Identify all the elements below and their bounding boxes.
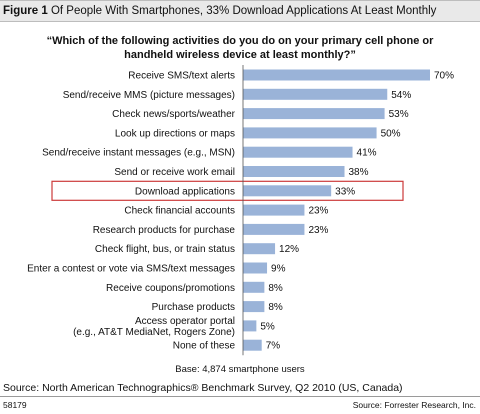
category-label: Check news/sports/weather bbox=[112, 109, 236, 120]
bar-13 bbox=[243, 301, 265, 313]
category-label: Download applications bbox=[135, 186, 235, 197]
base-note: Base: 4,874 smartphone users bbox=[175, 364, 305, 375]
bar-12 bbox=[243, 281, 265, 293]
value-label: 8% bbox=[268, 302, 283, 313]
category-label: Send/receive MMS (picture messages) bbox=[63, 90, 235, 101]
value-label: 38% bbox=[349, 167, 369, 178]
category-label: Look up directions or maps bbox=[115, 128, 235, 139]
bar-14 bbox=[243, 320, 257, 332]
survey-question: “Which of the following activities do yo… bbox=[46, 35, 434, 61]
footer-rule bbox=[0, 396, 480, 397]
category-label: Receive SMS/text alerts bbox=[128, 71, 235, 82]
category-label: Purchase products bbox=[152, 302, 235, 313]
bar-1 bbox=[243, 69, 430, 81]
value-label: 53% bbox=[389, 109, 409, 120]
category-label: Research products for purchase bbox=[93, 225, 236, 236]
category-label: Send/receive instant messages (e.g., MSN… bbox=[42, 148, 235, 159]
bar-3 bbox=[243, 108, 385, 120]
value-label: 33% bbox=[335, 186, 355, 197]
figure-title: Of People With Smartphones, 33% Download… bbox=[50, 5, 437, 17]
bar-7 bbox=[243, 185, 332, 197]
value-label: 70% bbox=[434, 71, 454, 82]
bar-8 bbox=[243, 204, 305, 216]
bar-9 bbox=[243, 223, 305, 235]
bar-10 bbox=[243, 243, 276, 255]
category-label: Enter a contest or vote via SMS/text mes… bbox=[27, 264, 235, 275]
bar-11 bbox=[243, 262, 268, 274]
category-label: Access operator portal (e.g., AT&T MediaN… bbox=[73, 316, 235, 338]
value-label: 23% bbox=[308, 206, 328, 217]
value-label: 23% bbox=[308, 225, 328, 236]
category-label: Send or receive work email bbox=[114, 167, 235, 178]
bar-15 bbox=[243, 339, 262, 351]
value-label: 41% bbox=[357, 148, 377, 159]
publisher-credit: Source: Forrester Research, Inc. bbox=[352, 400, 476, 410]
value-label: 5% bbox=[260, 321, 275, 332]
category-label: Check financial accounts bbox=[124, 206, 235, 217]
category-label: Receive coupons/promotions bbox=[106, 283, 235, 294]
source-line: Source: North American Technographics® B… bbox=[3, 382, 403, 394]
category-label: Check flight, bus, or train status bbox=[95, 244, 235, 255]
value-label: 12% bbox=[279, 244, 299, 255]
value-label: 8% bbox=[268, 283, 283, 294]
category-label: None of these bbox=[173, 341, 236, 352]
figure-id: 58179 bbox=[3, 400, 27, 410]
highlight-box bbox=[51, 180, 404, 201]
bar-6 bbox=[243, 166, 345, 177]
value-label: 54% bbox=[391, 90, 411, 101]
bar-4 bbox=[243, 127, 377, 139]
figure-label: Figure 1 bbox=[3, 5, 48, 17]
bar-5 bbox=[243, 146, 353, 158]
figure-header: Figure 1 Of People With Smartphones, 33%… bbox=[0, 0, 480, 22]
value-label: 7% bbox=[266, 341, 281, 352]
value-label: 9% bbox=[271, 264, 286, 275]
value-label: 50% bbox=[381, 128, 401, 139]
bar-2 bbox=[243, 88, 388, 100]
